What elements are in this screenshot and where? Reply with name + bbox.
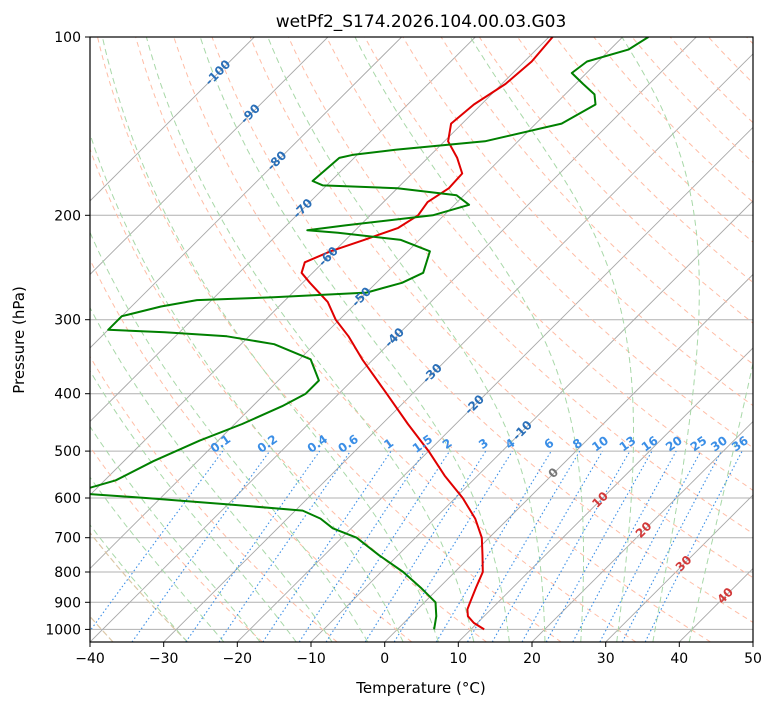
dry-adiabat-line [287,37,753,535]
profile-lines [90,37,649,631]
mixing-ratio-line [325,450,451,642]
dry-adiabat-line [555,37,753,243]
x-tick-label: 50 [744,651,762,667]
moist-adiabat-line [621,37,700,642]
moist-adiabat-line [145,37,475,642]
dry-adiabat-line [249,37,753,579]
y-tick-label: 600 [54,491,81,507]
isotherm-line [384,273,753,642]
moist-adiabat-line [267,37,546,642]
isotherm-line [163,53,753,642]
isotherm-line [90,37,697,642]
dry-adiabat-line [631,37,753,163]
mixing-ratio-line [467,450,581,642]
isotherm-line [90,37,255,202]
x-tick-label: 30 [597,651,615,667]
mixing-ratio-line [521,450,631,642]
x-tick-label: −40 [75,651,105,667]
y-axis-label: Pressure (hPa) [10,286,28,394]
dry-adiabat-line [135,37,637,642]
profile-trace [90,37,649,630]
y-tick-label: 1000 [45,622,81,638]
mixing-ratio-line [185,450,321,642]
moist-adiabat-line [354,37,584,642]
dry-adiabat-line [364,37,753,449]
dry-adiabat-line [211,37,753,623]
mixing-ratio-line [218,450,351,642]
y-tick-label: 800 [54,565,81,581]
moist-adiabat-line [688,361,753,642]
mixing-ratio-line [491,450,603,642]
dry-adiabat-line [593,37,753,203]
mixing-ratio-line [435,450,552,642]
moist-adiabat-line [90,369,297,642]
dry-adiabat-line [326,37,753,491]
dry-adiabat-line [90,531,189,642]
moist-adiabat-line [199,37,510,642]
profile-trace [300,37,554,631]
mixing-ratio-line [364,450,487,642]
moist-adiabat-line [90,476,225,642]
x-tick-label: 40 [670,651,688,667]
mixing-ratio-line [131,450,271,642]
y-tick-label: 300 [54,313,81,329]
x-tick-label: 0 [380,651,389,667]
plot-frame [89,36,754,643]
isotherm-line [457,347,753,642]
dry-adiabat-line [517,37,753,283]
mixing-ratio-line [572,450,677,642]
x-tick-label: 20 [523,651,541,667]
x-tick-label: −20 [223,651,253,667]
y-tick-label: 100 [54,30,81,46]
y-tick-label: 500 [54,444,81,460]
background-lines [90,37,753,642]
dry-adiabat-line [440,37,753,365]
moist-adiabat-line [90,524,188,642]
isotherm-line [531,420,753,642]
moist-adiabat-line [90,425,261,642]
isotherm-line [90,37,476,423]
isotherm-line [90,37,329,276]
x-tick-label: 10 [449,651,467,667]
dry-adiabat-line [402,37,753,407]
x-tick-label: −30 [149,651,179,667]
moist-adiabat-line [101,37,439,642]
isotherm-line [90,37,402,349]
moist-adiabat-line [90,132,404,642]
moist-adiabat-line [90,306,333,642]
isotherm-line [90,37,623,570]
y-tick-label: 900 [54,595,81,611]
x-axis-label: Temperature (°C) [355,679,485,697]
dry-adiabat-line [478,37,753,324]
y-tick-label: 400 [54,387,81,403]
dry-adiabat-line [90,355,338,642]
x-tick-label: −10 [296,651,326,667]
isotherm-line [605,494,753,642]
moist-adiabat-line [90,231,369,642]
chart-title: wetPf2_S174.2026.104.00.03.G03 [276,12,567,32]
mixing-ratio-line [545,450,653,642]
dry-adiabat-line [90,147,487,642]
y-tick-label: 200 [54,208,81,224]
isotherm-line [236,126,753,642]
mixing-ratio-line [393,450,513,642]
y-tick-label: 700 [54,531,81,547]
y-axis: 1000 900 800 700 600 500 400 300 200 100 [45,30,90,638]
x-axis: −40 −30 −20 −10 0 10 20 30 40 50 [75,642,762,667]
